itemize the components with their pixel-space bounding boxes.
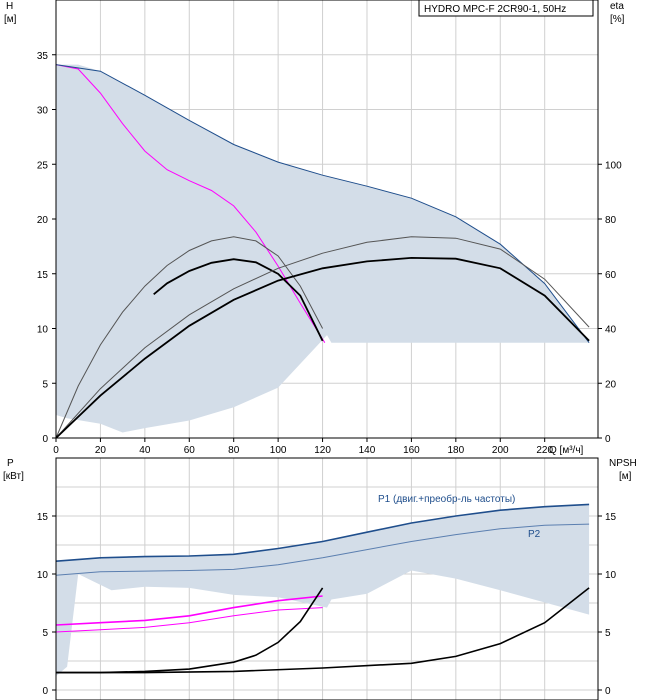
- chart-title-box: [418, 0, 594, 17]
- curve-P2-1pump: [55, 607, 323, 633]
- curve-p1: [55, 503, 590, 562]
- curve-NPSH-2pumps: [56, 587, 590, 674]
- npsh-tick-label: 5: [605, 628, 611, 639]
- flow-tick-label: 40: [139, 445, 151, 456]
- flow-tick-label: 160: [403, 445, 420, 456]
- flow-tick-label: 220: [536, 445, 553, 456]
- power-npsh-panel: 0 5 10 15 0 5 10 15 P [кВт] NPSH [м] P1 (двиг.…: [3, 457, 637, 700]
- curve-P1-1pump: [55, 595, 323, 626]
- power-tick-label: 0: [42, 686, 48, 697]
- head-efficiency-curves: [55, 64, 590, 439]
- curve-p2: [55, 523, 590, 576]
- npsh-axis-unit: [м]: [619, 471, 632, 482]
- curve-eta-2pumps-max: [55, 236, 590, 439]
- efficiency-tick-label: 80: [605, 215, 617, 226]
- curve-eta-1pump: [153, 258, 324, 342]
- flow-tick-label: 140: [359, 445, 376, 456]
- head-efficiency-panel: 0 5 10 15 20 25 30 35 0 20 40 60 80 100 0 20 40 60 80 100…: [4, 0, 625, 456]
- head-tick-label: 15: [37, 270, 49, 281]
- head-operating-band: [56, 64, 590, 433]
- npsh-tick-label: 10: [605, 570, 617, 581]
- flow-tick-label: 60: [184, 445, 196, 456]
- head-axis-ticks: 0 5 10 15 20 25 30 35: [37, 51, 56, 445]
- npsh-tick-label: 15: [605, 512, 617, 523]
- flow-tick-label: 100: [270, 445, 287, 456]
- head-axis-unit: [м]: [4, 14, 17, 25]
- flow-tick-label: 200: [492, 445, 509, 456]
- curve-H-1pump-max: [55, 64, 326, 343]
- head-tick-label: 20: [37, 215, 49, 226]
- flow-tick-label: 120: [314, 445, 331, 456]
- curve-eta-1pump-max: [55, 236, 324, 439]
- head-tick-label: 0: [42, 434, 48, 445]
- curve-eta-2pumps: [55, 256, 590, 439]
- flow-tick-label: 0: [53, 445, 59, 456]
- power-band-area: [56, 504, 590, 677]
- efficiency-tick-label: 60: [605, 270, 617, 281]
- curve-H-2pumps-max: [55, 64, 590, 344]
- power-plot-frame: [55, 457, 599, 700]
- efficiency-axis-label: eta: [610, 1, 624, 12]
- efficiency-tick-label: 0: [605, 434, 611, 445]
- power-operating-band: [56, 504, 590, 677]
- efficiency-tick-label: 20: [605, 379, 617, 390]
- power-axis-unit: [кВт]: [3, 471, 24, 482]
- efficiency-tick-label: 100: [605, 160, 622, 171]
- power-tick-label: 5: [42, 628, 48, 639]
- efficiency-axis-unit: [%]: [610, 14, 625, 25]
- power-axis-label: P: [7, 458, 14, 469]
- npsh-tick-label: 0: [605, 686, 611, 697]
- head-axis-label: H: [6, 1, 13, 12]
- head-tick-label: 10: [37, 325, 49, 336]
- npsh-axis-label: NPSH: [609, 458, 637, 469]
- head-tick-label: 30: [37, 106, 49, 117]
- p2-series-label: P2: [528, 529, 541, 540]
- flow-axis-ticks: 0 20 40 60 80 100 120 140 160 180 200 220: [53, 438, 553, 456]
- chart-title: HYDRO MPC-F 2CR90-1, 50Hz: [424, 4, 566, 15]
- head-band-area: [56, 64, 590, 433]
- efficiency-tick-label: 40: [605, 325, 617, 336]
- power-tick-label: 15: [37, 512, 49, 523]
- efficiency-axis-ticks: 0 20 40 60 80 100: [598, 160, 622, 445]
- head-tick-label: 25: [37, 160, 49, 171]
- flow-axis-label: Q [м³/ч]: [549, 445, 584, 456]
- head-tick-label: 5: [42, 379, 48, 390]
- power-axis-ticks: 0 5 10 15: [37, 512, 56, 697]
- power-npsh-curves: [55, 503, 590, 674]
- flow-tick-label: 80: [228, 445, 240, 456]
- p1-series-label: P1 (двиг.+преобр-ль частоты): [378, 493, 515, 505]
- power-tick-label: 10: [37, 570, 49, 581]
- flow-tick-label: 20: [95, 445, 107, 456]
- flow-tick-label: 180: [447, 445, 464, 456]
- head-tick-label: 35: [37, 51, 49, 62]
- npsh-axis-ticks: 0 5 10 15: [598, 512, 617, 697]
